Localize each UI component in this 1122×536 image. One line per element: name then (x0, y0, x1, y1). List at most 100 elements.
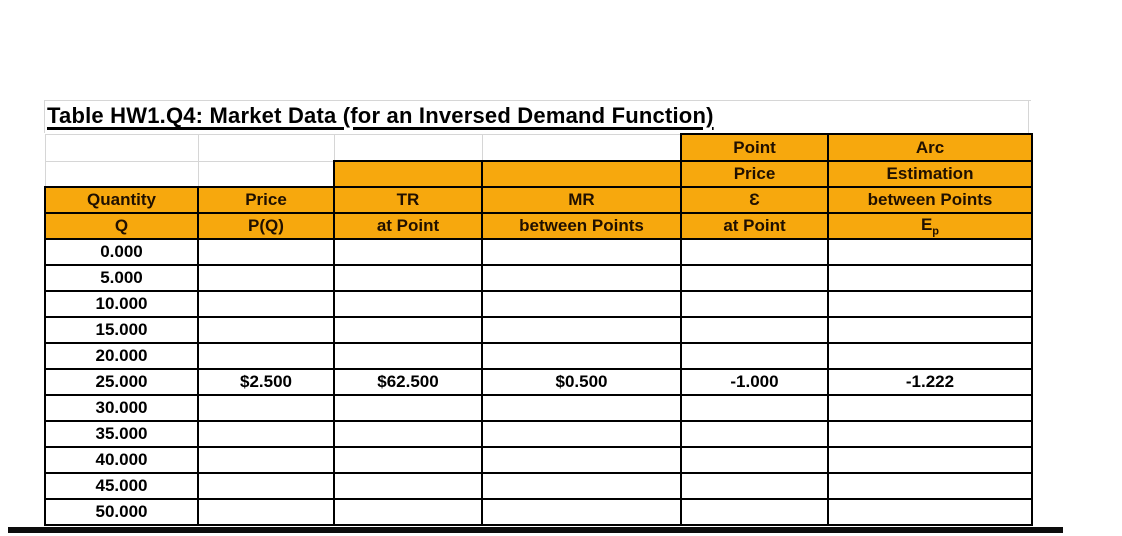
cell-tr-2[interactable] (333, 290, 483, 318)
cell-ep-4[interactable] (827, 342, 1033, 370)
cell-q-4[interactable]: 20.000 (44, 342, 199, 370)
bottom-divider-bar (8, 527, 1063, 533)
cell-q-7[interactable]: 35.000 (44, 420, 199, 448)
cell-p-3[interactable] (197, 316, 335, 344)
cell-tr-5[interactable]: $62.500 (333, 368, 483, 396)
cell-p-2[interactable] (197, 290, 335, 318)
cell-mr-8[interactable] (481, 446, 682, 474)
cell-eps-6[interactable] (680, 394, 829, 422)
cell-eps-1[interactable] (680, 264, 829, 292)
cell-eps-2[interactable] (680, 290, 829, 318)
table-row: 50.000 (44, 498, 1033, 526)
cell-p-6[interactable] (197, 394, 335, 422)
cell-p-7[interactable] (197, 420, 335, 448)
cell-mr-10[interactable] (481, 498, 682, 526)
cell-tr-10[interactable] (333, 498, 483, 526)
cell-tr-0[interactable] (333, 238, 483, 266)
cell-ep-10[interactable] (827, 498, 1033, 526)
cell-tr-8[interactable] (333, 446, 483, 474)
cell-mr-9[interactable] (481, 472, 682, 500)
cell-eps-5[interactable]: -1.000 (680, 368, 829, 396)
cell-ep-9[interactable] (827, 472, 1033, 500)
cell-mr-6[interactable] (481, 394, 682, 422)
cell-ep-7[interactable] (827, 420, 1033, 448)
header-between-points[interactable]: between Points (827, 186, 1033, 214)
cell-tr-7[interactable] (333, 420, 483, 448)
cell-eps-4[interactable] (680, 342, 829, 370)
cell-blank-a3[interactable] (333, 133, 483, 162)
header-pq[interactable]: P(Q) (197, 212, 335, 240)
header-epsilon[interactable]: Ɛ (680, 186, 829, 214)
header-ep[interactable]: Ep (827, 212, 1033, 240)
cell-mr-0[interactable] (481, 238, 682, 266)
cell-q-0[interactable]: 0.000 (44, 238, 199, 266)
cell-eps-3[interactable] (680, 316, 829, 344)
header-mr-between-points[interactable]: between Points (481, 212, 682, 240)
header-q[interactable]: Q (44, 212, 199, 240)
cell-mr-3[interactable] (481, 316, 682, 344)
header-mr-spacer[interactable] (481, 160, 682, 188)
cell-tr-6[interactable] (333, 394, 483, 422)
cell-q-3[interactable]: 15.000 (44, 316, 199, 344)
table-title[interactable]: Table HW1.Q4: Market Data (for an Invers… (47, 103, 714, 128)
cell-blank-b2[interactable] (197, 160, 335, 188)
header-arc[interactable]: Arc (827, 133, 1033, 162)
cell-ep-5[interactable]: -1.222 (827, 368, 1033, 396)
cell-p-0[interactable] (197, 238, 335, 266)
cell-eps-10[interactable] (680, 498, 829, 526)
table-row-filled: 25.000 $2.500 $62.500 $0.500 -1.000 -1.2… (44, 368, 1033, 396)
table-row: 45.000 (44, 472, 1033, 500)
cell-p-1[interactable] (197, 264, 335, 292)
cell-eps-8[interactable] (680, 446, 829, 474)
cell-p-4[interactable] (197, 342, 335, 370)
cell-tr-1[interactable] (333, 264, 483, 292)
cell-tr-3[interactable] (333, 316, 483, 344)
header-quantity[interactable]: Quantity (44, 186, 199, 214)
cell-eps-9[interactable] (680, 472, 829, 500)
cell-ep-3[interactable] (827, 316, 1033, 344)
header-row-1: Point Arc (44, 133, 1033, 162)
header-tr-at-point[interactable]: at Point (333, 212, 483, 240)
cell-q-10[interactable]: 50.000 (44, 498, 199, 526)
cell-ep-6[interactable] (827, 394, 1033, 422)
gridline-vertical-right (1028, 100, 1029, 133)
header-tr-spacer[interactable] (333, 160, 483, 188)
cell-tr-9[interactable] (333, 472, 483, 500)
cell-p-5[interactable]: $2.500 (197, 368, 335, 396)
cell-blank-b1[interactable] (44, 160, 199, 188)
cell-mr-4[interactable] (481, 342, 682, 370)
table-row: 20.000 (44, 342, 1033, 370)
cell-blank-a2[interactable] (197, 133, 335, 162)
header-point[interactable]: Point (680, 133, 829, 162)
header-tr[interactable]: TR (333, 186, 483, 214)
header-mr[interactable]: MR (481, 186, 682, 214)
cell-q-1[interactable]: 5.000 (44, 264, 199, 292)
cell-ep-0[interactable] (827, 238, 1033, 266)
header-price[interactable]: Price (197, 186, 335, 214)
cell-q-8[interactable]: 40.000 (44, 446, 199, 474)
cell-mr-2[interactable] (481, 290, 682, 318)
cell-blank-a4[interactable] (481, 133, 682, 162)
header-eps-at-point[interactable]: at Point (680, 212, 829, 240)
cell-p-9[interactable] (197, 472, 335, 500)
cell-mr-1[interactable] (481, 264, 682, 292)
cell-eps-7[interactable] (680, 420, 829, 448)
table-row: 35.000 (44, 420, 1033, 448)
cell-tr-4[interactable] (333, 342, 483, 370)
cell-p-10[interactable] (197, 498, 335, 526)
cell-q-9[interactable]: 45.000 (44, 472, 199, 500)
cell-ep-2[interactable] (827, 290, 1033, 318)
cell-ep-1[interactable] (827, 264, 1033, 292)
cell-q-2[interactable]: 10.000 (44, 290, 199, 318)
cell-q-5[interactable]: 25.000 (44, 368, 199, 396)
cell-mr-5[interactable]: $0.500 (481, 368, 682, 396)
cell-q-6[interactable]: 30.000 (44, 394, 199, 422)
cell-blank-a1[interactable] (44, 133, 199, 162)
cell-eps-0[interactable] (680, 238, 829, 266)
header-price-point[interactable]: Price (680, 160, 829, 188)
cell-p-8[interactable] (197, 446, 335, 474)
header-estimation[interactable]: Estimation (827, 160, 1033, 188)
header-row-4: Q P(Q) at Point between Points at Point … (44, 212, 1033, 240)
cell-ep-8[interactable] (827, 446, 1033, 474)
cell-mr-7[interactable] (481, 420, 682, 448)
